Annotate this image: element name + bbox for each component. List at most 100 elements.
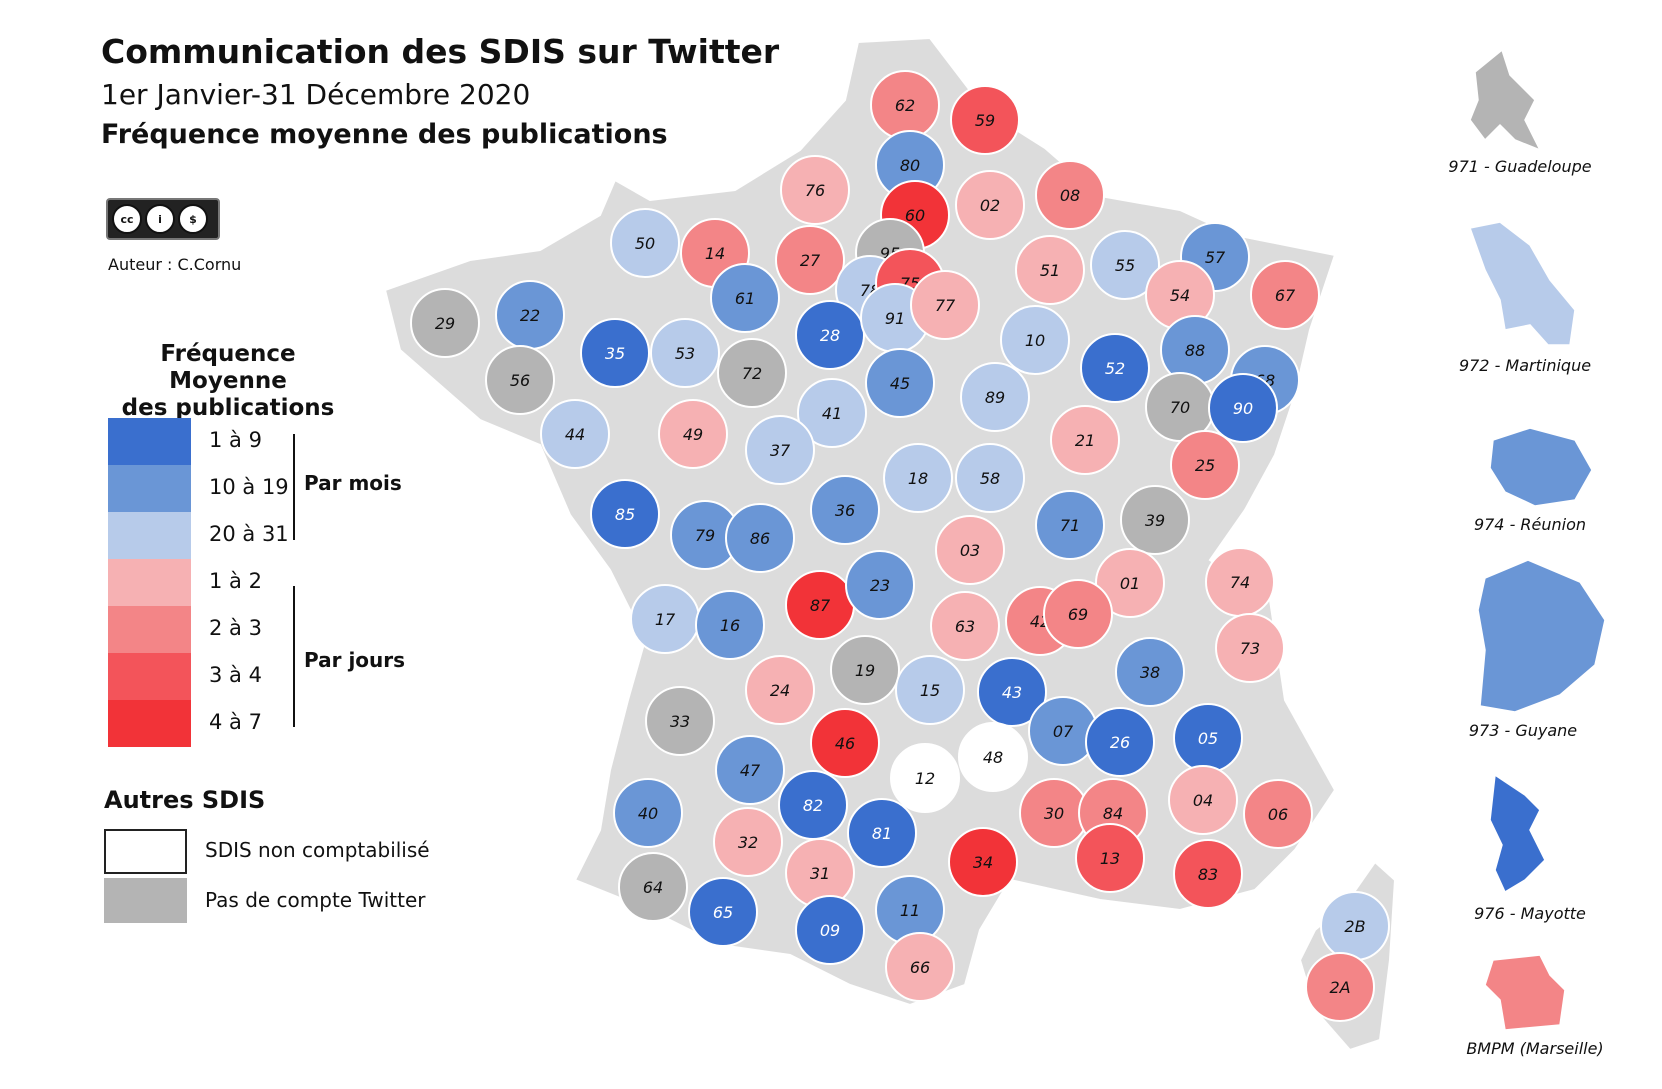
department-80: 80 — [875, 130, 945, 200]
department-44: 44 — [540, 399, 610, 469]
department-code: 11 — [900, 901, 920, 920]
other-swatch-no-twitter — [104, 878, 187, 923]
nc-icon: $ — [178, 204, 208, 234]
department-code: 51 — [1040, 261, 1060, 280]
department-code: 41 — [822, 404, 842, 423]
department-shape — [710, 263, 780, 333]
department-code: 21 — [1075, 431, 1095, 450]
department-15: 15 — [895, 655, 965, 725]
department-shape — [485, 345, 555, 415]
department-shape — [960, 362, 1030, 432]
map-subtitle: 1er Janvier-31 Décembre 2020 — [101, 78, 531, 111]
inset-label: 974 - Réunion — [1474, 515, 1586, 534]
department-09: 09 — [795, 895, 865, 965]
department-code: 57 — [1205, 248, 1226, 267]
group-label-day: Par jours — [304, 648, 406, 672]
department-25: 25 — [1170, 430, 1240, 500]
department-shape — [745, 655, 815, 725]
department-shape — [745, 415, 815, 485]
department-2B: 2B — [1320, 891, 1390, 961]
department-shape — [1085, 707, 1155, 777]
department-shape — [1000, 305, 1070, 375]
department-code: 40 — [638, 804, 658, 823]
department-code: 47 — [740, 761, 761, 780]
legend-label: 3 à 4 — [209, 663, 262, 687]
department-05: 05 — [1173, 703, 1243, 773]
department-code: 86 — [750, 529, 770, 548]
department-23: 23 — [845, 550, 915, 620]
inset-territory: 971 - Guadeloupe — [1448, 48, 1592, 176]
department-shape — [1168, 765, 1238, 835]
legend-swatch — [108, 418, 191, 465]
department-code: 13 — [1100, 849, 1120, 868]
department-code: 81 — [872, 824, 892, 843]
department-shape — [910, 270, 980, 340]
legend-title: Fréquence Moyenne des publications — [121, 341, 335, 421]
department-shape — [977, 657, 1047, 727]
department-code: 31 — [810, 864, 830, 883]
department-10: 10 — [1000, 305, 1070, 375]
department-code: 61 — [735, 289, 755, 308]
department-62: 62 — [870, 70, 940, 140]
department-code: 58 — [980, 469, 1000, 488]
department-shape — [1095, 548, 1165, 618]
department-shape — [1075, 823, 1145, 893]
department-code: 45 — [890, 374, 910, 393]
legend-swatch — [108, 700, 191, 747]
department-79: 79 — [670, 500, 740, 570]
other-label-no-twitter: Pas de compte Twitter — [205, 888, 426, 912]
department-47: 47 — [715, 735, 785, 805]
department-shape — [955, 170, 1025, 240]
department-code: 80 — [900, 156, 920, 175]
legend-label: 2 à 3 — [209, 616, 262, 640]
department-shape — [950, 85, 1020, 155]
department-code: 65 — [713, 903, 733, 922]
department-shape — [883, 443, 953, 513]
department-code: 12 — [915, 769, 935, 788]
department-29: 29 — [410, 288, 480, 358]
legend-swatch — [108, 465, 191, 512]
bracket-month — [293, 434, 295, 540]
department-31: 31 — [785, 838, 855, 908]
department-59: 59 — [950, 85, 1020, 155]
department-73: 73 — [1215, 613, 1285, 683]
inset-label: 973 - Guyane — [1469, 721, 1577, 740]
author-credit: Auteur : C.Cornu — [108, 255, 242, 274]
department-code: 24 — [770, 681, 790, 700]
department-shape — [618, 852, 688, 922]
department-code: 50 — [635, 234, 655, 253]
department-code: 2B — [1344, 917, 1365, 936]
legend-swatch — [108, 606, 191, 653]
department-shape — [645, 686, 715, 756]
department-18: 18 — [883, 443, 953, 513]
department-21: 21 — [1050, 405, 1120, 475]
department-89: 89 — [960, 362, 1030, 432]
department-code: 66 — [910, 958, 930, 977]
department-code: 62 — [895, 96, 915, 115]
legend-label: 1 à 2 — [209, 569, 262, 593]
inset-label: 971 - Guadeloupe — [1448, 157, 1591, 176]
department-shape — [1208, 373, 1278, 443]
department-51: 51 — [1015, 235, 1085, 305]
department-code: 54 — [1170, 286, 1190, 305]
department-code: 84 — [1103, 804, 1123, 823]
department-19: 19 — [830, 635, 900, 705]
department-shape — [890, 743, 960, 813]
department-shape — [865, 348, 935, 418]
department-code: 04 — [1193, 791, 1213, 810]
cc-icon: cc — [112, 204, 142, 234]
department-code: 46 — [835, 734, 855, 753]
department-38: 38 — [1115, 637, 1185, 707]
department-code: 85 — [615, 505, 635, 524]
department-code: 29 — [435, 314, 455, 333]
department-86: 86 — [725, 503, 795, 573]
inset-territory: 974 - Réunion — [1474, 427, 1593, 534]
department-shape — [1043, 579, 1113, 649]
inset-territory: 976 - Mayotte — [1474, 773, 1586, 923]
map-title: Communication des SDIS sur Twitter — [101, 32, 780, 71]
department-90: 90 — [1208, 373, 1278, 443]
department-shape — [1243, 779, 1313, 849]
department-46: 46 — [810, 708, 880, 778]
inset-shape — [1484, 954, 1566, 1031]
department-code: 43 — [1002, 683, 1022, 702]
